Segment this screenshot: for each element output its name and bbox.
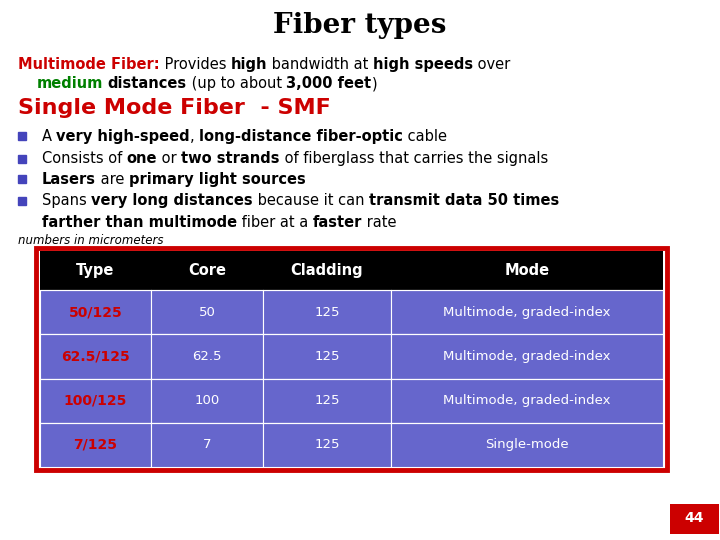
Bar (40, 334, 151, 379)
Text: 125: 125 (314, 306, 340, 319)
Text: numbers in micrometers: numbers in micrometers (18, 234, 163, 247)
Text: long-distance fiber-optic: long-distance fiber-optic (199, 129, 403, 144)
Text: Spans: Spans (42, 193, 91, 208)
Bar (40, 423, 151, 467)
Text: very high-speed: very high-speed (56, 129, 190, 144)
Bar (263, 334, 391, 379)
Bar (151, 290, 263, 334)
Text: medium: medium (37, 76, 103, 91)
Bar (391, 334, 663, 379)
Bar (263, 251, 391, 290)
Text: very long distances: very long distances (91, 193, 253, 208)
Bar (40, 379, 151, 423)
Text: high: high (230, 57, 267, 72)
Text: A: A (42, 129, 56, 144)
Text: one: one (127, 151, 157, 166)
Text: farther than multimode: farther than multimode (42, 215, 237, 230)
Text: of fiberglass that carries the signals: of fiberglass that carries the signals (280, 151, 548, 166)
Bar (40, 251, 151, 290)
Text: Provides: Provides (160, 57, 230, 72)
Text: fiber at a: fiber at a (237, 215, 312, 230)
Bar (391, 251, 663, 290)
Text: transmit data 50 times: transmit data 50 times (369, 193, 559, 208)
Text: 62.5: 62.5 (192, 350, 222, 363)
Text: 50/125: 50/125 (68, 305, 122, 319)
Text: 125: 125 (314, 394, 340, 407)
Bar (40, 290, 151, 334)
Bar (391, 423, 663, 467)
Text: 125: 125 (314, 438, 340, 451)
Text: over: over (473, 57, 510, 72)
Bar (151, 334, 263, 379)
Text: distances: distances (107, 76, 186, 91)
Text: (up to about: (up to about (186, 76, 287, 91)
Text: Mode: Mode (505, 263, 549, 278)
Text: 125: 125 (314, 350, 340, 363)
Text: bandwidth at: bandwidth at (267, 57, 373, 72)
Bar (151, 251, 263, 290)
Bar (151, 423, 263, 467)
Bar (151, 379, 263, 423)
Text: Multimode Fiber:: Multimode Fiber: (18, 57, 160, 72)
Bar (36, 248, 667, 470)
Text: cable: cable (403, 129, 447, 144)
Bar (670, 504, 719, 534)
Text: rate: rate (362, 215, 397, 230)
Text: 62.5/125: 62.5/125 (61, 349, 130, 363)
Text: high speeds: high speeds (373, 57, 473, 72)
Text: ): ) (372, 76, 377, 91)
Text: Multimode, graded-index: Multimode, graded-index (444, 394, 611, 407)
Text: ,: , (190, 129, 199, 144)
Text: Consists of: Consists of (42, 151, 127, 166)
Text: faster: faster (312, 215, 362, 230)
Text: or: or (157, 151, 181, 166)
Text: 7: 7 (203, 438, 211, 451)
Text: primary light sources: primary light sources (129, 172, 305, 187)
Text: Fiber types: Fiber types (274, 12, 446, 39)
Text: 7/125: 7/125 (73, 438, 117, 452)
Text: Single-mode: Single-mode (485, 438, 569, 451)
Text: 100: 100 (194, 394, 220, 407)
Text: Lasers: Lasers (42, 172, 96, 187)
Text: Type: Type (76, 263, 114, 278)
Bar (263, 379, 391, 423)
Text: 3,000 feet: 3,000 feet (287, 76, 372, 91)
Text: Single Mode Fiber  - SMF: Single Mode Fiber - SMF (18, 98, 330, 118)
Text: 100/125: 100/125 (63, 394, 127, 408)
Text: Multimode, graded-index: Multimode, graded-index (444, 350, 611, 363)
Bar (263, 423, 391, 467)
Bar (391, 290, 663, 334)
Bar (263, 290, 391, 334)
Text: are: are (96, 172, 129, 187)
Text: Multimode, graded-index: Multimode, graded-index (444, 306, 611, 319)
Bar (391, 379, 663, 423)
Text: because it can: because it can (253, 193, 369, 208)
Text: two strands: two strands (181, 151, 280, 166)
Text: 50: 50 (199, 306, 215, 319)
Text: Core: Core (188, 263, 226, 278)
Text: Cladding: Cladding (291, 263, 363, 278)
Text: 44: 44 (684, 511, 704, 525)
